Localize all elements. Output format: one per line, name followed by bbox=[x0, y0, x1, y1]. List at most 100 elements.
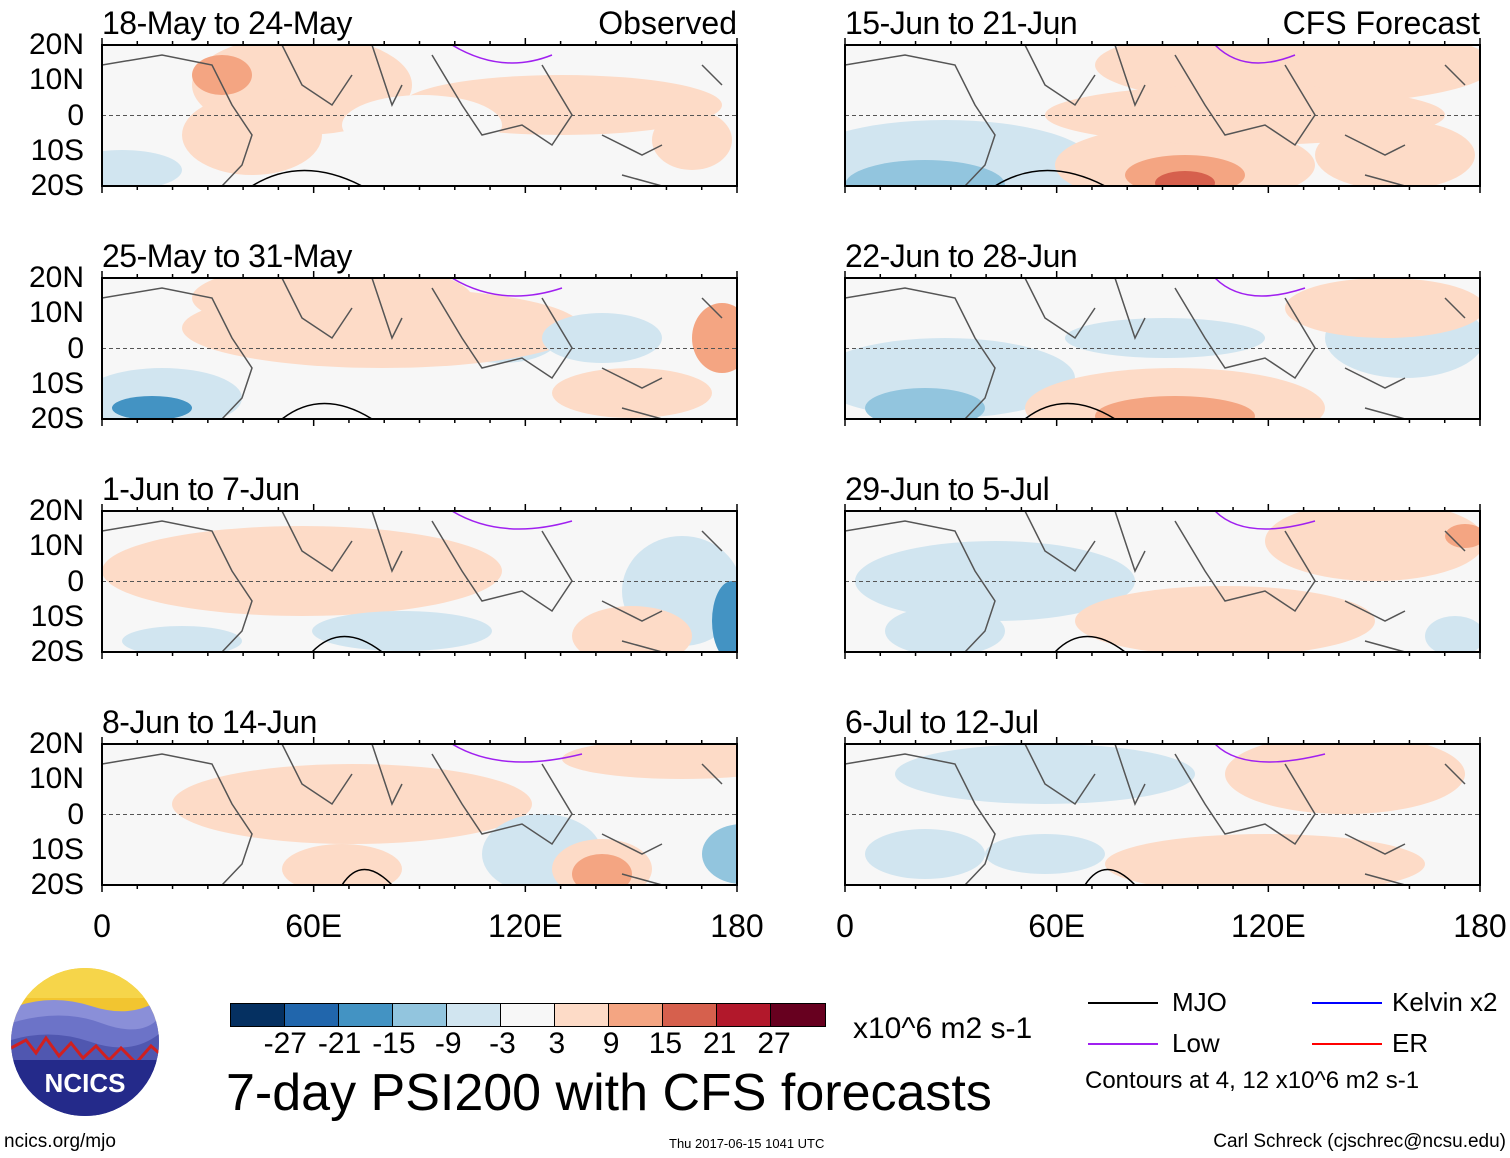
colorbar-tick-label: -27 bbox=[263, 1027, 307, 1060]
anomaly-region bbox=[702, 824, 737, 884]
y-tick-label: 10S bbox=[30, 832, 84, 866]
y-tick-label: 20N bbox=[28, 494, 84, 527]
panel-title: 6-Jul to 12-Jul bbox=[845, 704, 1039, 740]
legend-label-er: ER bbox=[1392, 1028, 1429, 1058]
mjo-contour bbox=[1084, 868, 1136, 885]
coastline bbox=[102, 278, 723, 419]
legend-line-kelvin bbox=[1312, 1002, 1382, 1004]
footer-timestamp: Thu 2017-06-15 1041 UTC bbox=[669, 1136, 825, 1151]
anomaly-region bbox=[1155, 171, 1215, 186]
chart-title: 7-day PSI200 with CFS forecasts bbox=[226, 1064, 992, 1122]
y-tick-label: 10S bbox=[30, 366, 84, 400]
colorbar-swatch bbox=[663, 1004, 717, 1026]
anomaly-region bbox=[712, 581, 737, 652]
panel-title: 15-Jun to 21-Jun bbox=[845, 5, 1078, 41]
legend-label-kelvin: Kelvin x2 bbox=[1392, 987, 1498, 1017]
colorbar-swatch bbox=[285, 1004, 339, 1026]
mjo-contour bbox=[994, 169, 1106, 186]
map-panel: 25-May to 31-May 20N 10N 0 10S 20S bbox=[29, 238, 738, 434]
colorbar-tick-label: -9 bbox=[434, 1027, 462, 1060]
anomaly-region bbox=[845, 160, 1005, 186]
map-panel: 8-Jun to 14-Jun 20N 10N 0 10S 20S bbox=[29, 704, 738, 900]
anomaly-region bbox=[1125, 155, 1245, 186]
anomaly-region bbox=[1445, 524, 1480, 548]
legend-line-low bbox=[1088, 1043, 1158, 1045]
ncics-logo: NCICS bbox=[11, 968, 159, 1116]
panel-title: 29-Jun to 5-Jul bbox=[845, 471, 1050, 507]
y-tick-label: 10S bbox=[30, 599, 84, 633]
anomaly-region bbox=[1265, 511, 1480, 581]
colorbar-tick-label: 9 bbox=[602, 1027, 620, 1060]
x-tick-label: 0 bbox=[836, 908, 854, 944]
anomaly-region bbox=[282, 844, 402, 885]
footer-url[interactable]: ncics.org/mjo bbox=[4, 1131, 116, 1152]
anomaly-region bbox=[885, 606, 1005, 652]
coastline bbox=[102, 511, 723, 652]
logo-text: NCICS bbox=[45, 1068, 126, 1098]
colorbar-tick-label: -3 bbox=[489, 1027, 516, 1060]
anomaly-region bbox=[182, 288, 582, 368]
y-tick-label: 20S bbox=[30, 169, 84, 202]
x-tick-label: 120E bbox=[1230, 908, 1306, 944]
column-tag: Observed bbox=[598, 5, 737, 41]
colorbar-swatch bbox=[609, 1004, 663, 1026]
panel-title: 25-May to 31-May bbox=[102, 238, 352, 274]
low-contour bbox=[1214, 45, 1296, 64]
anomaly-region bbox=[122, 626, 242, 652]
low-contour bbox=[1214, 278, 1306, 297]
legend-line-mjo bbox=[1088, 1002, 1158, 1004]
colorbar-tick-label: 21 bbox=[703, 1027, 737, 1060]
map-panel: 18-May to 24-May Observed 20N 10N 0 10S 20S bbox=[29, 5, 738, 201]
coastline bbox=[845, 45, 1466, 186]
anomaly-region bbox=[102, 526, 502, 616]
x-tick-label: 0 bbox=[93, 908, 111, 944]
colorbar-tick-label: -21 bbox=[317, 1027, 362, 1060]
colorbar-tick-label: -15 bbox=[372, 1027, 416, 1060]
map-panel: 15-Jun to 21-Jun CFS Forecast bbox=[844, 5, 1481, 193]
anomaly-region bbox=[312, 611, 492, 651]
colorbar-swatch bbox=[339, 1004, 393, 1026]
anomaly-region bbox=[865, 829, 985, 879]
y-tick-label: 20S bbox=[30, 868, 84, 901]
y-tick-label: 0 bbox=[67, 564, 84, 598]
map-panel: 29-Jun to 5-Jul bbox=[844, 471, 1481, 659]
colorbar-swatch bbox=[393, 1004, 447, 1026]
colorbar-tick-label: 27 bbox=[757, 1027, 791, 1060]
coastline bbox=[845, 278, 1466, 419]
colorbar-swatch bbox=[231, 1004, 285, 1026]
panel-title: 22-Jun to 28-Jun bbox=[845, 238, 1078, 274]
y-tick-label: 10N bbox=[28, 529, 84, 563]
coastline bbox=[845, 511, 1466, 652]
anomaly-region bbox=[865, 388, 985, 419]
anomaly-region bbox=[192, 55, 252, 95]
anomaly-region bbox=[172, 764, 532, 844]
x-tick-label: 180 bbox=[710, 908, 764, 944]
panel-title: 18-May to 24-May bbox=[102, 5, 352, 41]
mjo-contour bbox=[341, 868, 393, 885]
mjo-contour bbox=[311, 635, 383, 652]
anomaly-region bbox=[1105, 834, 1425, 885]
colorbar-tick-label: 15 bbox=[648, 1027, 683, 1060]
colorbar-swatch bbox=[501, 1004, 555, 1026]
anomaly-region bbox=[1025, 368, 1325, 419]
anomaly-region bbox=[692, 303, 737, 373]
y-tick-label: 0 bbox=[67, 98, 84, 132]
y-tick-label: 20S bbox=[30, 635, 84, 668]
anomaly-region bbox=[1285, 278, 1480, 338]
y-tick-label: 20N bbox=[28, 727, 84, 760]
anomaly-region bbox=[652, 110, 732, 170]
low-contour bbox=[451, 278, 563, 297]
low-contour bbox=[451, 45, 553, 64]
panel-title: 8-Jun to 14-Jun bbox=[102, 704, 317, 740]
map-panel: 22-Jun to 28-Jun bbox=[844, 238, 1481, 426]
coastline bbox=[102, 744, 723, 885]
mjo-contour bbox=[251, 169, 363, 186]
map-panel: 1-Jun to 7-Jun 20N 10N 0 10S 20S bbox=[29, 471, 738, 667]
low-contour bbox=[451, 511, 573, 530]
colorbar bbox=[230, 1003, 826, 1027]
colorbar-tick-label: 3 bbox=[548, 1027, 566, 1060]
x-tick-label: 120E bbox=[487, 908, 563, 944]
mjo-contour bbox=[281, 402, 373, 419]
anomaly-region bbox=[1075, 586, 1375, 652]
x-tick-label: 180 bbox=[1453, 908, 1507, 944]
